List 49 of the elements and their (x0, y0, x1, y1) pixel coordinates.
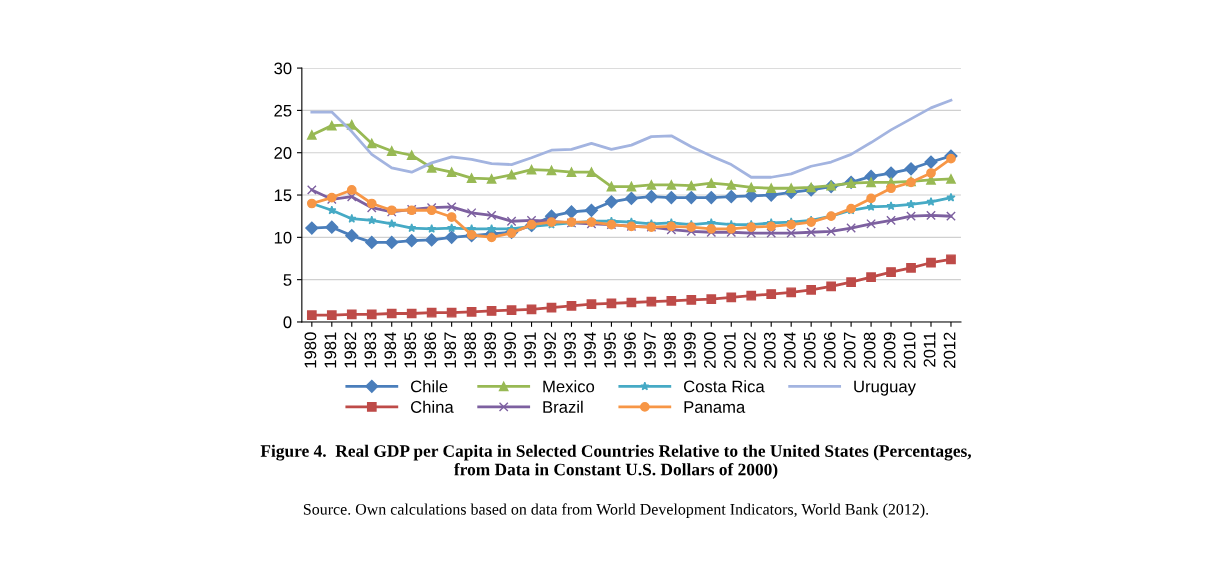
x-tick-label: 1996 (624, 332, 636, 368)
x-tick-label: 2009 (883, 332, 896, 368)
x-tick-label: 1998 (664, 332, 676, 368)
x-tick-label: 1980 (304, 332, 317, 368)
x-tick-label: 2006 (823, 332, 836, 368)
legend-label: Costa Rica (684, 380, 765, 393)
x-tick-label: 1988 (464, 332, 477, 368)
y-tick-label: 10 (274, 231, 292, 244)
x-tick-label: 2012 (943, 332, 956, 368)
x-tick-label: 2000 (703, 332, 716, 368)
x-tick-label: 2002 (743, 332, 756, 368)
x-tick-label: 1990 (504, 332, 517, 368)
x-tick-label: 1997 (644, 332, 656, 368)
x-tick-label: 1991 (524, 332, 537, 368)
x-tick-label: 2011 (923, 332, 936, 367)
x-tick-label: 1992 (544, 332, 556, 368)
legend-label: Panama (684, 401, 746, 413)
text: Figure 4. Real GDP per Capita in Selected Countries Relative to the United States (Percentages, from Data in Constant U.S. Dollars of 2000) (260, 444, 971, 479)
y-tick-label: 15 (274, 189, 292, 202)
x-tick-label: 2001 (723, 332, 736, 368)
y-tick-label: 5 (283, 274, 292, 286)
x-tick-label: 2010 (903, 332, 916, 368)
y-tick-label: 0 (283, 316, 292, 329)
legend-label: Uruguay (854, 380, 916, 396)
x-tick-label: 1987 (444, 332, 457, 368)
x-tick-label: 1989 (484, 332, 497, 368)
source-note: Source. Own calculations based on data from World Development Indicators, World Bank (2012). (303, 503, 929, 518)
x-tick-label: 1984 (384, 332, 397, 368)
x-tick-label: 1986 (424, 332, 437, 368)
legend-label: Mexico (543, 380, 595, 393)
x-tick-label: 1995 (604, 332, 616, 368)
x-tick-label: 2008 (863, 332, 876, 368)
legend-label: Brazil (543, 400, 583, 413)
x-tick-label: 2004 (783, 332, 796, 368)
x-tick-label: 2005 (803, 332, 816, 368)
x-tick-label: 1982 (344, 332, 357, 368)
x-tick-label: 1981 (324, 332, 337, 368)
y-tick-label: 20 (274, 147, 292, 159)
x-tick-label: 1985 (404, 332, 417, 368)
x-tick-label: 1993 (564, 332, 576, 368)
y-tick-label: 30 (274, 62, 292, 75)
x-tick-label: 1983 (364, 332, 377, 368)
x-tick-label: 2007 (843, 332, 856, 368)
y-tick-label: 25 (274, 104, 292, 117)
legend-label: Chile (411, 380, 448, 393)
x-tick-label: 1994 (584, 332, 596, 368)
x-tick-label: 1999 (683, 332, 696, 368)
x-tick-label: 2003 (763, 332, 776, 368)
legend-label: China (411, 400, 454, 413)
